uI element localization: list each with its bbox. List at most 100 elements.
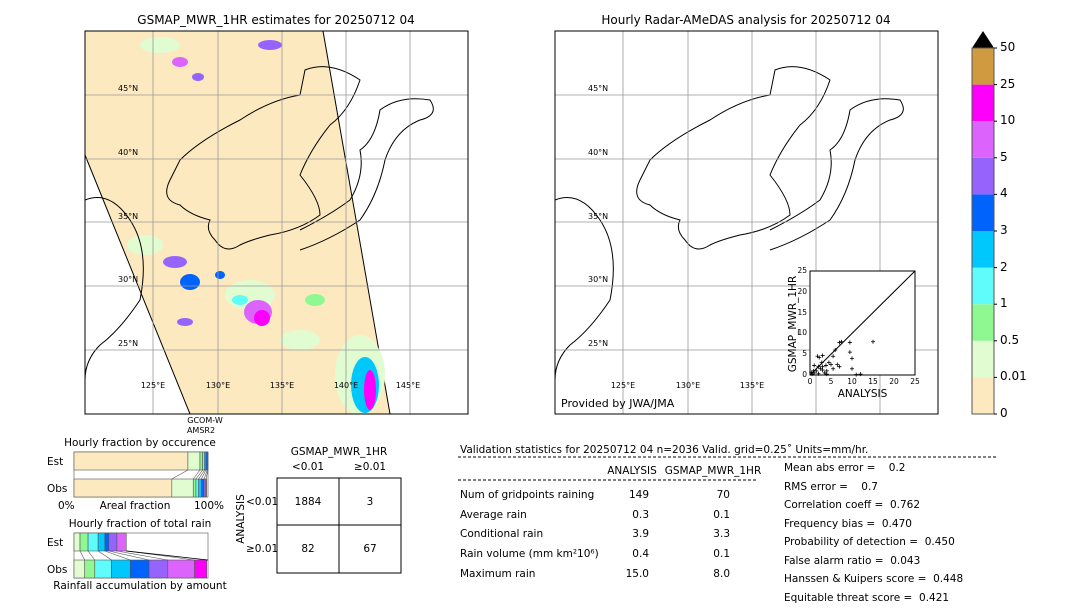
scatter-xtick: 5 [828, 377, 834, 386]
stat-analysis-value: 3.9 [632, 528, 649, 541]
credit: Provided by JWA/JMA [561, 397, 675, 410]
rain-obs-segment [167, 559, 195, 579]
scatter-point [819, 360, 824, 365]
satellite-swath [85, 31, 390, 414]
occurrence-obs-segment [203, 478, 207, 498]
stats-col-gsmap: GSMAP_MWR_1HR [664, 465, 762, 477]
scatter-point [831, 366, 836, 371]
colorbar-segment [972, 157, 994, 195]
contingency-row-0: <0.01 [246, 496, 279, 508]
plus-marker [823, 363, 828, 368]
lon-label: 130°E [675, 381, 701, 390]
rain-area [254, 310, 270, 326]
scatter-point [816, 371, 821, 376]
lon-label: 125°E [610, 381, 636, 390]
occ-x-100: 100% [194, 500, 225, 512]
connector-line [171, 469, 189, 480]
colorbar-label: 25 [1000, 76, 1016, 91]
occ-obs-label: Obs [47, 483, 68, 495]
connector-line [198, 469, 205, 480]
occurrence-title: Hourly fraction by occurence [64, 437, 216, 449]
rain-area [305, 294, 325, 306]
scatter-point [817, 355, 822, 360]
connector-line [79, 550, 85, 561]
score-line: Mean abs error = 0.2 [784, 462, 906, 474]
scatter-point [820, 353, 825, 358]
scatter-point [850, 356, 854, 361]
cell-10: 82 [301, 543, 315, 555]
colorbar-label: 5 [1000, 149, 1008, 164]
stat-analysis-value: 0.4 [632, 548, 649, 561]
plus-marker [831, 366, 836, 371]
connector-line [87, 550, 96, 561]
rain-area [192, 73, 204, 81]
rain-obs-segment [194, 559, 207, 579]
scatter-point [833, 348, 838, 353]
stat-analysis-value: 149 [628, 489, 649, 501]
lat-label: 40°N [588, 148, 609, 157]
colorbar-segment [972, 84, 994, 122]
score-line: Equitable threat score = 0.421 [784, 591, 950, 604]
scatter-point [812, 370, 817, 375]
occurrence-obs-segment [171, 478, 194, 498]
scatter-point [824, 372, 829, 377]
scatter-point [839, 339, 844, 344]
scatter-point [812, 363, 817, 368]
scatter-xtick: 10 [847, 377, 857, 386]
stat-analysis-value: 0.3 [632, 508, 649, 521]
plus-marker [809, 370, 814, 375]
colorbar-label: 0.01 [1000, 369, 1027, 384]
rain-area [127, 235, 163, 255]
scatter-point [871, 339, 875, 344]
cell-01: 3 [366, 496, 374, 508]
scatter-point [847, 350, 852, 355]
score-line: RMS error = 0.7 [784, 480, 878, 493]
lon-label: 140°E [333, 381, 359, 390]
scatter-point [850, 366, 854, 371]
plus-marker [818, 366, 823, 371]
scatter-point [816, 364, 821, 369]
occurrence-obs-segment [192, 478, 197, 498]
rain-title: Hourly fraction of total rain [68, 518, 212, 530]
rain-est-segment [116, 532, 127, 552]
rain-area [258, 40, 282, 50]
rain-area [163, 256, 187, 268]
scatter-point [831, 354, 836, 359]
connector-line [201, 469, 207, 480]
connector-line [205, 469, 209, 480]
colorbar-label: 10 [1000, 113, 1016, 128]
colorbar-label: 4 [1000, 186, 1008, 201]
scatter-xtick: 20 [889, 377, 899, 386]
rain-obs-label: Obs [47, 564, 68, 576]
plus-marker [847, 340, 852, 345]
occurrence-est-segment [73, 451, 189, 471]
scatter-point [820, 368, 825, 373]
rain-area [177, 318, 193, 326]
scatter-ytick: 25 [797, 266, 807, 275]
rain-est-segment [108, 532, 118, 552]
rain-obs-segment [148, 559, 169, 579]
plus-marker [817, 355, 822, 360]
rain-est-segment [87, 532, 99, 552]
colorbar-label: 1 [1000, 296, 1008, 311]
rain-est-segment [104, 532, 110, 552]
lat-label: 30°N [588, 275, 609, 284]
right-map-frame [554, 30, 939, 415]
rain-est-segment [97, 532, 106, 552]
colorbar-segment [972, 304, 994, 341]
scatter-xtick: 25 [910, 377, 920, 386]
plus-marker [826, 360, 831, 365]
left-map-frame [84, 30, 469, 415]
occurrence-obs-segment [73, 478, 173, 498]
left-map-title: GSMAP_MWR_1HR estimates for 20250712 04 [137, 13, 415, 27]
plus-marker [820, 368, 825, 373]
lat-label: 25°N [588, 339, 609, 348]
plus-marker [824, 372, 829, 377]
plus-marker [816, 371, 821, 376]
connector-line [104, 550, 131, 561]
scatter-ytick: 0 [802, 370, 807, 379]
stat-analysis-value: 15.0 [625, 567, 649, 580]
rain-area [172, 57, 188, 67]
colorbar-label: 0 [1000, 406, 1008, 420]
